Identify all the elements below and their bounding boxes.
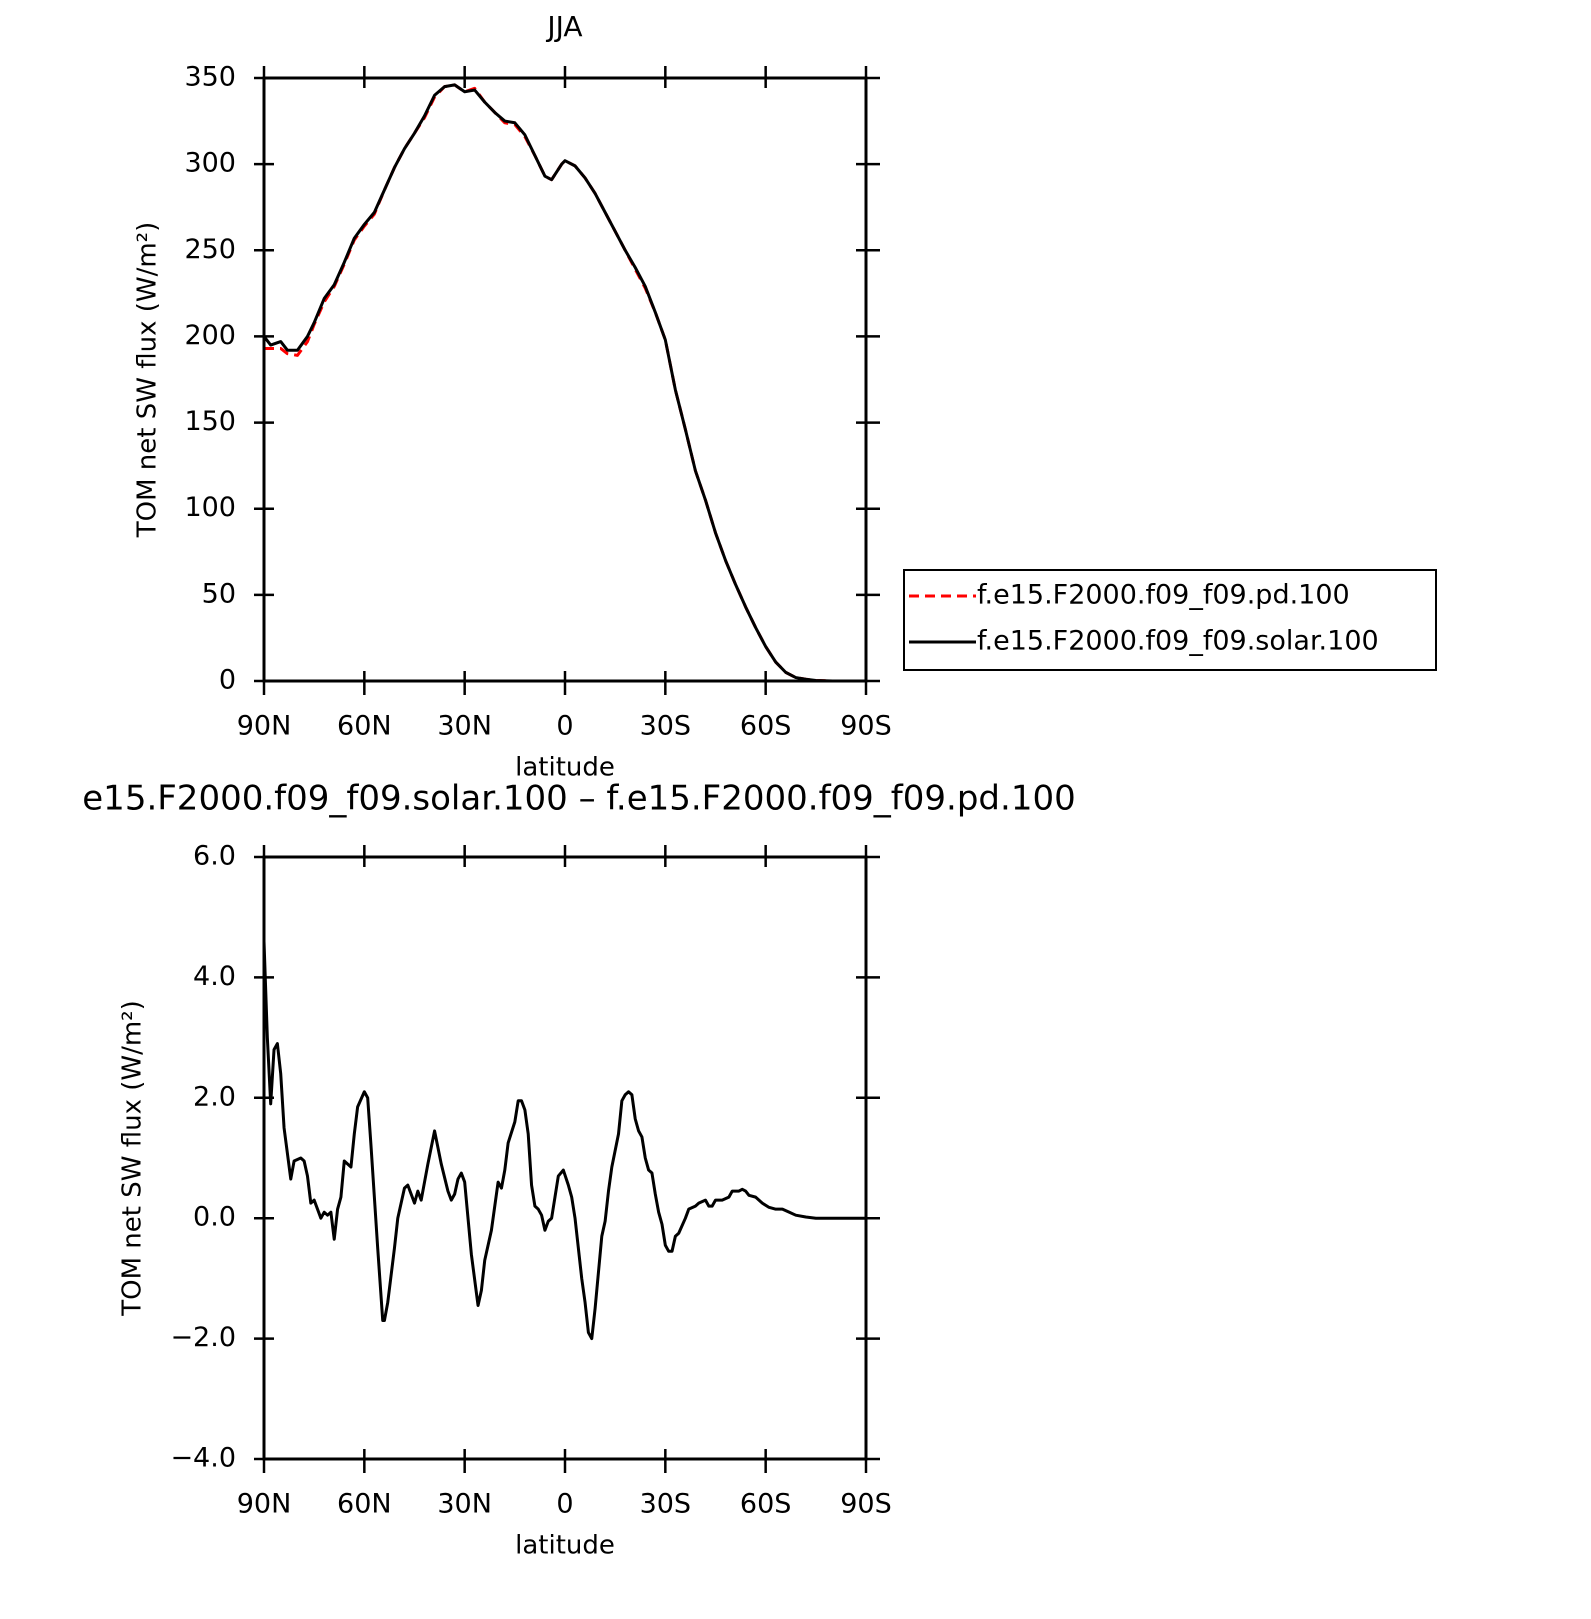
y-tick-label: 150 (184, 406, 236, 437)
x-tick-label: 30N (437, 1489, 492, 1520)
data-line (262, 83, 866, 683)
x-tick-label: 60N (337, 1489, 392, 1520)
y-tick-label: 250 (184, 234, 236, 265)
y-tick-label: 4.0 (193, 961, 236, 992)
chart-title: JJA (545, 10, 582, 43)
y-tick-label: 100 (184, 492, 236, 523)
x-tick-label: 0 (556, 1489, 573, 1520)
x-tick-label: 90S (840, 711, 892, 742)
y-tick-label: 50 (202, 578, 236, 609)
plot-frame (262, 76, 868, 683)
y-tick-label: 350 (184, 62, 236, 93)
x-tick-label: 90N (237, 711, 292, 742)
y-tick-label: 2.0 (193, 1081, 236, 1112)
x-tick-label: 60S (740, 711, 792, 742)
x-tick-label: 60S (740, 1489, 792, 1520)
legend-box (903, 569, 1437, 671)
y-axis-label: TOM net SW flux (W/m²) (118, 1000, 148, 1316)
data-line (264, 83, 866, 683)
x-tick-label: 0 (556, 711, 573, 742)
legend-label: f.e15.F2000.f09_f09.pd.100 (977, 580, 1350, 611)
y-tick-label: 0 (219, 665, 236, 696)
x-axis-label: latitude (515, 753, 615, 783)
x-tick-label: 90N (237, 1489, 292, 1520)
y-tick-label: 0.0 (193, 1202, 236, 1233)
y-tick-label: −4.0 (170, 1443, 236, 1474)
x-tick-label: 30S (640, 711, 692, 742)
data-line (262, 941, 866, 1341)
x-axis-label: latitude (515, 1531, 615, 1561)
legend: f.e15.F2000.f09_f09.pd.100 f.e15.F2000.f0… (903, 569, 1437, 671)
y-axis-label: TOM net SW flux (W/m²) (133, 222, 163, 538)
x-tick-label: 30N (437, 711, 492, 742)
y-tick-label: 300 (184, 148, 236, 179)
y-tick-label: 200 (184, 320, 236, 351)
x-tick-label: 60N (337, 711, 392, 742)
x-tick-label: 30S (640, 1489, 692, 1520)
plot-frame (262, 855, 868, 1461)
chart-title: e15.F2000.f09_f09.solar.100 – f.e15.F200… (82, 779, 1075, 819)
x-tick-label: 90S (840, 1489, 892, 1520)
legend-label: f.e15.F2000.f09_f09.solar.100 (977, 626, 1379, 657)
y-tick-label: 6.0 (193, 841, 236, 872)
y-tick-label: −2.0 (170, 1322, 236, 1353)
